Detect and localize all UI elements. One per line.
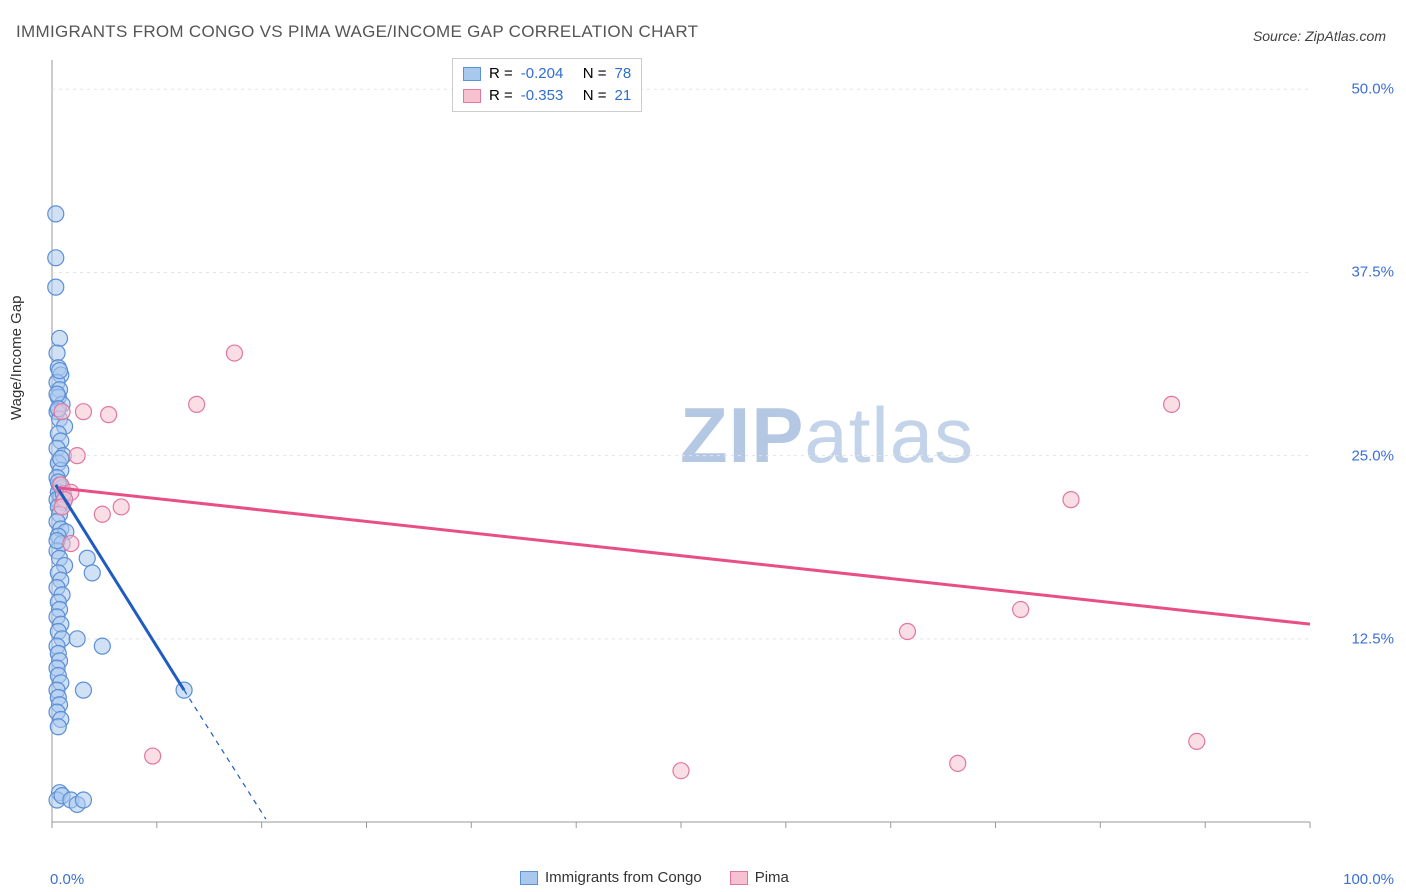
legend-bottom-label: Pima — [755, 869, 789, 886]
legend-n-value: 78 — [615, 63, 632, 85]
legend-swatch-pima-icon — [730, 871, 748, 885]
scatter-point-congo — [49, 386, 65, 402]
y-tick-label: 50.0% — [1351, 81, 1394, 98]
scatter-point-pima — [94, 506, 110, 522]
scatter-point-congo — [84, 565, 100, 581]
trend-line-pima — [58, 488, 1310, 624]
legend-n-label: N = — [583, 85, 607, 107]
x-tick-right: 100.0% — [1343, 871, 1394, 888]
y-tick-label: 37.5% — [1351, 264, 1394, 281]
scatter-point-congo — [79, 550, 95, 566]
scatter-point-congo — [49, 533, 65, 549]
legend-swatch-congo-icon — [520, 871, 538, 885]
scatter-point-congo — [52, 363, 68, 379]
scatter-plot — [0, 0, 1406, 892]
legend-top-row-1: R = -0.204 N = 78 — [463, 63, 631, 85]
scatter-point-congo — [50, 719, 66, 735]
scatter-point-pima — [1063, 492, 1079, 508]
scatter-point-pima — [101, 407, 117, 423]
legend-swatch-pima-icon — [463, 89, 481, 103]
y-tick-label: 12.5% — [1351, 630, 1394, 647]
scatter-point-pima — [1164, 396, 1180, 412]
legend-bottom-label: Immigrants from Congo — [545, 869, 702, 886]
scatter-point-congo — [69, 631, 85, 647]
scatter-point-congo — [53, 451, 69, 467]
scatter-point-pima — [899, 624, 915, 640]
scatter-point-pima — [1013, 602, 1029, 618]
legend-bottom-item-pima: Pima — [730, 869, 789, 886]
legend-r-label: R = — [489, 85, 513, 107]
legend-top: R = -0.204 N = 78 R = -0.353 N = 21 — [452, 58, 642, 112]
legend-n-value: 21 — [615, 85, 632, 107]
scatter-point-pima — [63, 536, 79, 552]
legend-swatch-congo-icon — [463, 67, 481, 81]
legend-top-row-2: R = -0.353 N = 21 — [463, 85, 631, 107]
x-tick-left: 0.0% — [50, 871, 84, 888]
y-tick-label: 25.0% — [1351, 447, 1394, 464]
legend-bottom-item-congo: Immigrants from Congo — [520, 869, 702, 886]
scatter-point-congo — [75, 682, 91, 698]
legend-r-value: -0.353 — [521, 85, 575, 107]
scatter-point-congo — [94, 638, 110, 654]
scatter-point-pima — [950, 755, 966, 771]
scatter-point-congo — [48, 250, 64, 266]
scatter-point-congo — [49, 345, 65, 361]
scatter-point-pima — [145, 748, 161, 764]
scatter-point-pima — [1189, 733, 1205, 749]
scatter-point-pima — [113, 499, 129, 515]
legend-r-value: -0.204 — [521, 63, 575, 85]
scatter-point-pima — [54, 404, 70, 420]
legend-n-label: N = — [583, 63, 607, 85]
scatter-point-congo — [75, 792, 91, 808]
scatter-point-congo — [48, 279, 64, 295]
scatter-point-pima — [673, 763, 689, 779]
legend-bottom: Immigrants from Congo Pima — [520, 869, 789, 886]
scatter-point-congo — [52, 330, 68, 346]
trend-line-dash-congo — [184, 690, 266, 819]
legend-r-label: R = — [489, 63, 513, 85]
scatter-point-pima — [69, 448, 85, 464]
scatter-point-pima — [75, 404, 91, 420]
scatter-point-congo — [48, 206, 64, 222]
scatter-point-pima — [189, 396, 205, 412]
scatter-point-pima — [226, 345, 242, 361]
trend-line-congo — [56, 485, 184, 690]
